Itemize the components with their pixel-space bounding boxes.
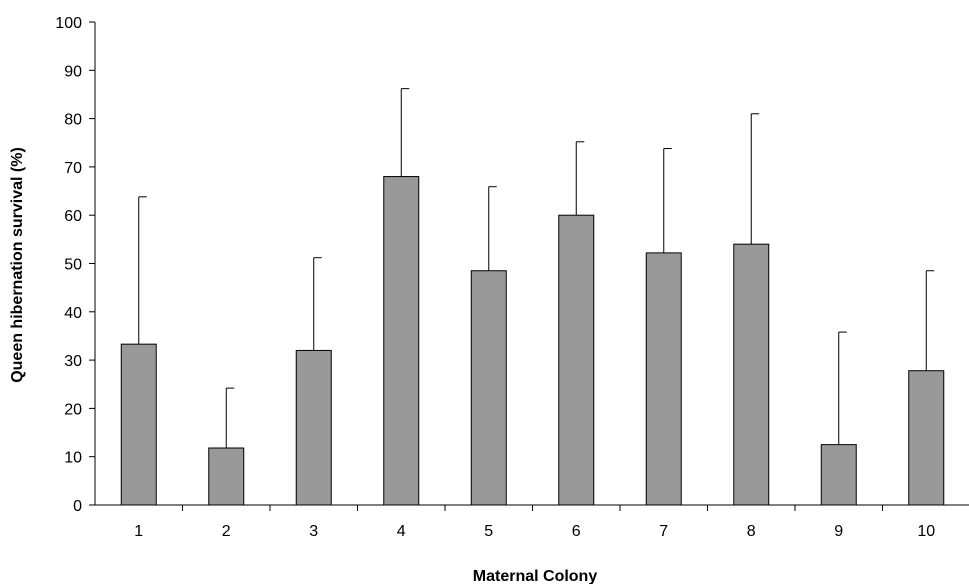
y-tick-label: 70 xyxy=(64,160,82,177)
bar xyxy=(295,349,332,506)
x-tick-label: 10 xyxy=(917,523,935,540)
x-tick-label: 4 xyxy=(397,523,406,540)
y-tick-label: 60 xyxy=(64,208,82,225)
bar xyxy=(383,176,420,506)
y-tick-label: 0 xyxy=(73,498,82,515)
x-tick-label: 7 xyxy=(659,523,668,540)
x-tick-label: 6 xyxy=(572,523,581,540)
error-bars-layer xyxy=(138,88,935,449)
x-axis-title: Maternal Colony xyxy=(473,568,598,584)
y-tick-label: 30 xyxy=(64,353,82,370)
y-tick-label: 100 xyxy=(55,15,82,32)
y-tick-label: 20 xyxy=(64,401,82,418)
y-tick-label: 40 xyxy=(64,305,82,322)
x-tick-label: 5 xyxy=(484,523,493,540)
bar xyxy=(558,214,595,506)
x-tick-label: 3 xyxy=(309,523,318,540)
y-tick-label: 50 xyxy=(64,257,82,274)
bar xyxy=(120,343,157,506)
x-tick-label: 1 xyxy=(134,523,143,540)
x-tick-label: 2 xyxy=(222,523,231,540)
bar xyxy=(645,252,682,506)
bar xyxy=(820,444,857,506)
y-axis-title: Queen hibernation survival (%) xyxy=(9,147,26,383)
bar xyxy=(470,270,507,506)
bar xyxy=(208,447,245,506)
y-tick-label: 80 xyxy=(64,112,82,129)
bars-layer xyxy=(120,176,945,506)
bar xyxy=(908,370,945,506)
x-tick-label: 8 xyxy=(747,523,756,540)
bar xyxy=(733,243,770,506)
x-tick-label: 9 xyxy=(834,523,843,540)
y-tick-label: 90 xyxy=(64,63,82,80)
x-ticks-layer: 1 2 3 4 5 6 7 8 9 10 xyxy=(134,505,935,540)
y-ticks-layer: 0 10 20 30 40 50 60 70 80 90 100 xyxy=(55,15,95,515)
y-tick-label: 10 xyxy=(64,450,82,467)
